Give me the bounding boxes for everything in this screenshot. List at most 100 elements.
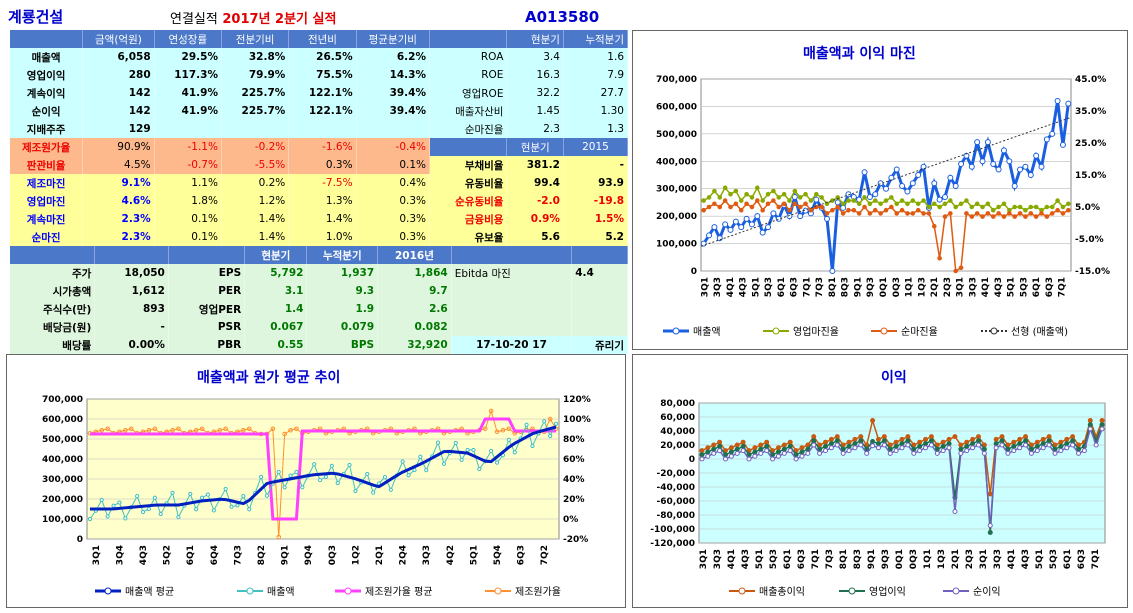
- data-point: [353, 488, 358, 494]
- y2-tick-label: -20%: [563, 535, 588, 545]
- table-cell: 6,058: [82, 48, 155, 66]
- x-tick-label: 5Q1: [469, 545, 479, 565]
- data-point: [1099, 418, 1105, 423]
- x-tick-label: 7Q1: [1091, 549, 1101, 569]
- data-point: [722, 185, 728, 191]
- y-tick-label: -120,000: [650, 539, 695, 549]
- table-cell: 배당률: [10, 336, 96, 354]
- x-tick-label: 6Q1: [777, 277, 787, 297]
- data-point: [770, 210, 777, 217]
- table-cell: 122.1%: [288, 102, 357, 120]
- data-point: [711, 224, 718, 231]
- y2-tick-label: 5.0%: [1075, 203, 1100, 213]
- header-cell: [451, 246, 573, 264]
- data-point: [952, 509, 958, 514]
- data-point: [1011, 182, 1018, 189]
- data-point: [835, 204, 841, 210]
- data-point: [1007, 211, 1012, 216]
- data-point: [923, 436, 929, 442]
- legend-label: 제조원가율 평균: [365, 586, 433, 598]
- data-point: [776, 204, 782, 210]
- data-point: [347, 462, 352, 468]
- table-cell: 18,050: [94, 264, 169, 282]
- data-point: [786, 213, 793, 220]
- data-point: [921, 211, 926, 216]
- data-point: [717, 204, 723, 210]
- data-point: [846, 443, 852, 449]
- data-point: [1058, 443, 1064, 449]
- x-tick-label: 6Q3: [517, 545, 527, 565]
- ebitda-value: 4.4: [571, 264, 628, 282]
- data-point: [781, 201, 787, 207]
- data-point: [1070, 434, 1076, 440]
- x-tick-label: 0Q3: [892, 277, 902, 297]
- data-point: [199, 426, 205, 432]
- data-point: [894, 201, 900, 207]
- data-point: [1034, 448, 1040, 454]
- data-point: [699, 456, 705, 462]
- data-point: [828, 445, 834, 451]
- data-point: [759, 229, 766, 236]
- y-tick-label: 400,000: [42, 455, 83, 465]
- data-point: [99, 497, 104, 503]
- data-point: [494, 460, 500, 465]
- table-cell: EPS: [168, 264, 246, 282]
- legend-label: 매출액: [693, 326, 721, 338]
- data-point: [926, 204, 932, 210]
- data-point: [940, 439, 946, 445]
- y2-tick-label: 25.0%: [1075, 139, 1106, 149]
- data-point: [176, 515, 181, 520]
- empty-cell: [451, 282, 573, 300]
- data-point: [872, 207, 878, 213]
- table-row: 제조마진 9.1% 1.1% 0.2% -7.5% 0.4%: [10, 174, 431, 192]
- x-tick-label: 6Q1: [1032, 277, 1042, 297]
- table-cell: 5.2: [563, 228, 629, 246]
- data-point: [1017, 204, 1023, 210]
- x-tick-label: 4Q3: [139, 545, 149, 565]
- table-cell: 9.3: [306, 282, 379, 300]
- data-point: [824, 211, 830, 216]
- header-cell: [10, 30, 84, 48]
- data-point: [128, 426, 134, 432]
- x-tick-label: 2Q1: [951, 549, 961, 569]
- data-point: [1038, 163, 1045, 170]
- data-point: [934, 450, 940, 456]
- plot-area: [700, 78, 1072, 272]
- data-point: [787, 207, 792, 213]
- table-row: 계속마진 2.3% 0.1% 1.4% 1.4% 0.3%: [10, 210, 431, 228]
- table-cell: 99.4: [506, 174, 564, 192]
- data-point: [787, 439, 793, 445]
- data-point: [1046, 438, 1052, 444]
- legend-marker: [848, 587, 856, 595]
- x-tick-label: 0Q1: [879, 277, 889, 297]
- data-point: [985, 201, 991, 207]
- x-tick-label: 3Q1: [956, 277, 966, 297]
- data-point: [993, 445, 999, 451]
- data-point: [881, 438, 887, 444]
- data-point: [152, 495, 157, 500]
- data-point: [755, 185, 760, 191]
- data-point: [1076, 450, 1082, 456]
- data-point: [1058, 439, 1064, 445]
- data-point: [547, 416, 553, 422]
- data-point: [987, 530, 993, 535]
- x-tick-label: 7Q3: [825, 549, 835, 569]
- data-point: [530, 443, 535, 449]
- table-cell: 1.4%: [221, 228, 290, 246]
- data-point: [740, 448, 746, 454]
- table-row: 판관비율 4.5% -0.7% -5.5% 0.3% 0.1%: [10, 156, 431, 174]
- data-point: [946, 441, 952, 447]
- table-cell: -19.8: [563, 192, 629, 210]
- data-point: [964, 439, 970, 445]
- name-cell: 쥬리기: [571, 336, 628, 354]
- x-tick-label: 3Q1: [699, 549, 709, 569]
- table-cell: 32.2: [506, 84, 564, 102]
- data-point: [329, 463, 334, 468]
- header-cell: [168, 246, 246, 264]
- data-point: [840, 204, 847, 211]
- data-point: [170, 427, 175, 433]
- data-point: [758, 442, 764, 448]
- y-tick-label: 700,000: [656, 75, 697, 85]
- legend-marker: [494, 587, 502, 595]
- data-point: [1070, 442, 1076, 448]
